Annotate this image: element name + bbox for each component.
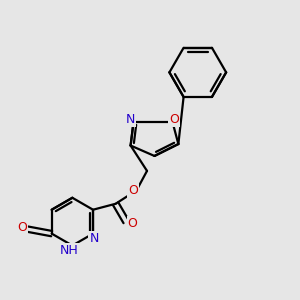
- Text: N: N: [126, 113, 135, 126]
- Text: O: O: [128, 217, 138, 230]
- Text: NH: NH: [59, 244, 78, 256]
- Text: O: O: [17, 221, 27, 234]
- Text: O: O: [128, 184, 138, 197]
- Text: O: O: [169, 113, 179, 126]
- Text: N: N: [89, 232, 99, 244]
